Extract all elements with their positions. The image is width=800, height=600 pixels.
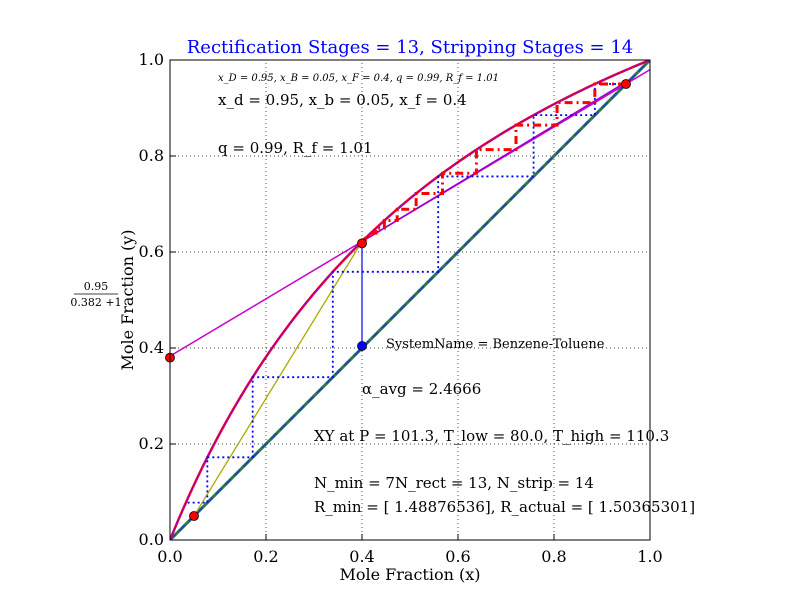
annotation-nmin: N_min = 7N_rect = 13, N_strip = 14 <box>314 474 594 492</box>
data-point-marker <box>357 341 367 351</box>
plot-frame <box>169 59 651 541</box>
side-fraction-label: 0.95 0.382 +1 <box>70 280 121 309</box>
x-tick-label: 1.0 <box>637 547 662 566</box>
annotation-system-name: SystemName = Benzene-Toluene <box>386 337 605 352</box>
stripping-operating-line <box>193 241 363 517</box>
x-axis-label: Mole Fraction (x) <box>339 565 480 584</box>
equilibrium-curve-overlay <box>170 60 650 540</box>
diagonal-line-dashed <box>170 60 650 540</box>
markers-layer <box>165 79 631 521</box>
data-point-marker <box>357 238 367 249</box>
y-tick-label: 0.0 <box>139 530 164 549</box>
data-point-marker <box>621 79 631 89</box>
x-tick-label: 0.8 <box>541 547 566 566</box>
x-tick-label: 0.0 <box>157 547 182 566</box>
svg-text:0.382 +1: 0.382 +1 <box>70 296 121 309</box>
data-point-marker <box>189 511 199 521</box>
annotation-q-reflux: q = 0.99, R_f = 1.01 <box>218 139 373 157</box>
x-tick-label: 0.2 <box>253 547 278 566</box>
y-tick-label: 1.0 <box>139 50 164 69</box>
annotation-alpha: α_avg = 2.4666 <box>362 380 481 398</box>
y-tick-label: 0.8 <box>139 146 164 165</box>
annotation-rmin: R_min = [ 1.48876536], R_actual = [ 1.50… <box>314 498 695 516</box>
ticks-layer: 0.00.0 0.2 0.2 0.4 0.4 0.6 0.6 0.8 0.8 1.0 1.0 <box>139 50 663 566</box>
x-tick-label: 0.6 <box>445 547 470 566</box>
chart-title: Rectification Stages = 13, Stripping Sta… <box>187 37 634 58</box>
curves-layer <box>170 60 650 540</box>
y-tick-label: 0.6 <box>139 242 164 261</box>
y-tick-label: 0.4 <box>139 338 164 357</box>
pinch-operating-line <box>361 78 632 243</box>
x-tick-label: 0.4 <box>349 547 374 566</box>
y-tick-label: 0.2 <box>139 434 164 453</box>
annotation-params-small: x_D = 0.95, x_B = 0.05, x_F = 0.4, q = 0… <box>218 73 499 84</box>
y-axis-label: Mole Fraction (y) <box>118 229 137 370</box>
svg-text:0.95: 0.95 <box>84 280 109 293</box>
annotation-compositions: x_d = 0.95, x_b = 0.05, x_f = 0.4 <box>218 91 467 109</box>
annotation-xy-pressure: XY at P = 101.3, T_low = 80.0, T_high = … <box>314 427 669 445</box>
